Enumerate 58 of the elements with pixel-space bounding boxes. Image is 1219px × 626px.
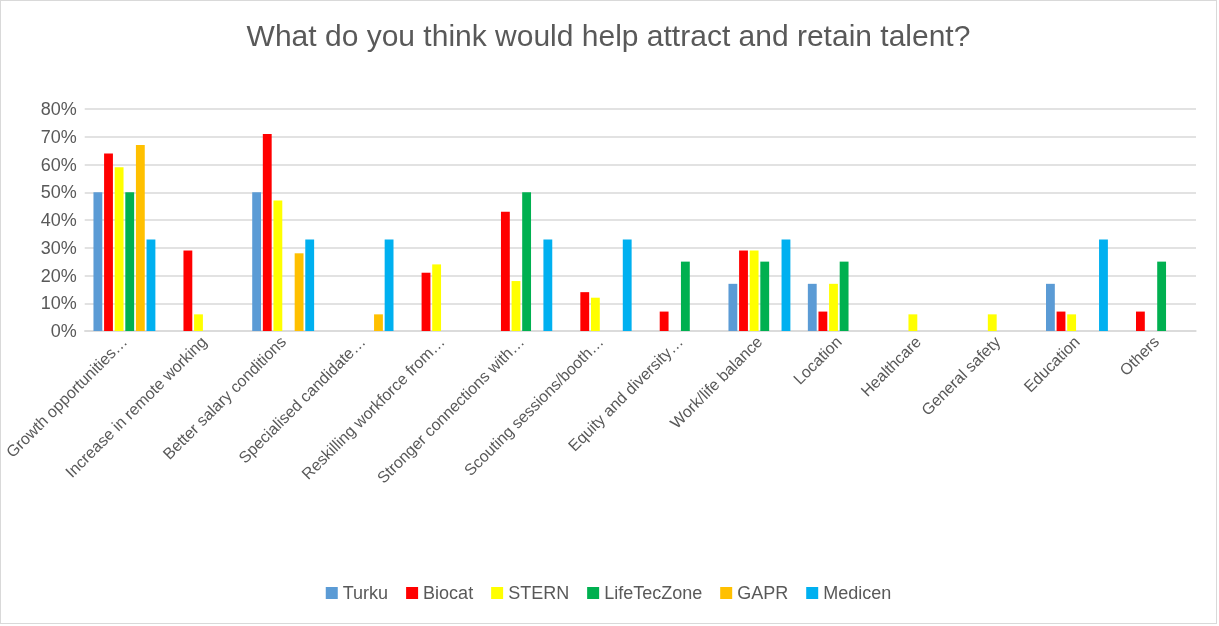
bar [500, 211, 510, 331]
bar [622, 239, 632, 331]
bar [432, 264, 442, 331]
bar [294, 253, 304, 331]
bar [273, 200, 283, 331]
bar [1045, 283, 1055, 331]
bar [739, 250, 748, 331]
bar [781, 239, 791, 331]
legend-label: LifeTecZone [604, 583, 703, 603]
bar [374, 314, 383, 331]
y-tick-label: 30% [40, 237, 77, 258]
bar [1099, 239, 1108, 331]
y-tick-label: 0% [50, 321, 77, 341]
bar [749, 250, 759, 331]
bar [194, 314, 203, 331]
bar [384, 239, 394, 331]
bar [680, 261, 690, 331]
bar [543, 239, 553, 331]
y-tick-label: 40% [40, 210, 77, 230]
bar [146, 239, 156, 331]
bar [987, 314, 997, 331]
bar [580, 292, 590, 331]
bar [908, 314, 918, 331]
bar [104, 153, 113, 331]
bar [511, 281, 521, 331]
y-tick-label: 10% [40, 293, 77, 314]
bar [93, 192, 103, 331]
bar [590, 297, 600, 331]
chart-title: What do you think would help attract and retain talent? [246, 18, 971, 52]
legend-label: GAPR [737, 583, 789, 603]
y-tick-label: 70% [40, 126, 77, 147]
bar [760, 261, 770, 331]
bar [1135, 311, 1145, 331]
legend-label: Turku [342, 583, 389, 603]
bar [114, 167, 124, 331]
bar [829, 283, 838, 331]
bar [807, 283, 817, 331]
legend-label: Biocat [423, 583, 474, 603]
y-tick-label: 60% [40, 154, 77, 175]
bar [1067, 314, 1077, 331]
bar [125, 192, 135, 331]
bar [262, 133, 272, 331]
bar [421, 272, 431, 331]
bar [183, 250, 193, 331]
bar [252, 192, 262, 331]
y-tick-label: 50% [40, 182, 77, 203]
legend-label: Medicen [823, 583, 892, 603]
bar [305, 239, 315, 331]
bar [522, 192, 532, 331]
y-tick-label: 20% [40, 265, 77, 286]
bar [659, 311, 669, 331]
bar [818, 311, 828, 331]
legend-label: STERN [508, 583, 570, 603]
bar [1157, 261, 1167, 331]
y-tick-label: 80% [40, 99, 77, 119]
bar [135, 145, 145, 331]
bar [839, 261, 849, 331]
bar [728, 283, 738, 331]
